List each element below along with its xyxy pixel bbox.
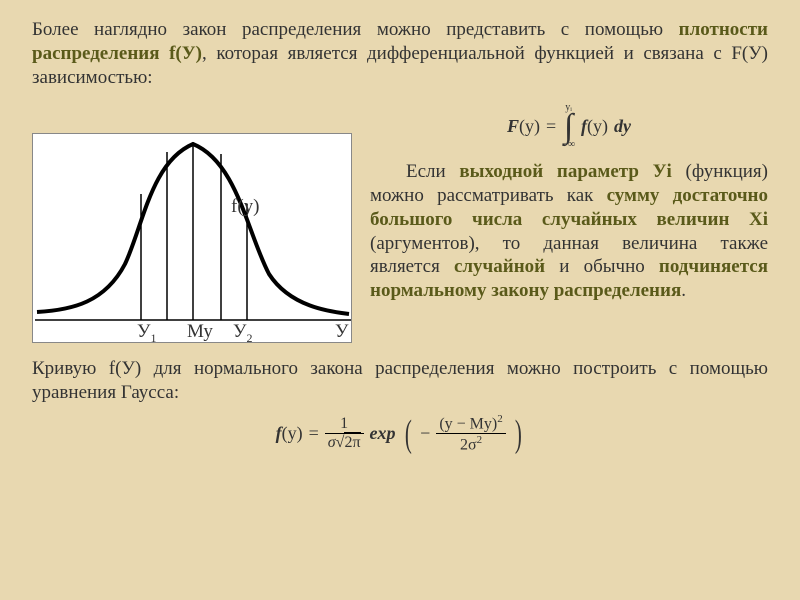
middle-row: f(y) У1 Му У2 У F(y) = yᵢ ∫ −∞ f(y bbox=[32, 99, 768, 343]
mid-paragraph: Если выходной параметр Уi (функция) можн… bbox=[370, 160, 768, 303]
axis-label-mu: Му bbox=[187, 321, 213, 343]
bottom-paragraph: Кривую f(У) для нормального закона распр… bbox=[32, 357, 768, 405]
formula-gauss: f(y) = 1 σ√2π exp ( − (y − My)2 2σ2 ) bbox=[32, 413, 768, 455]
integral-icon: ∫ bbox=[564, 113, 573, 140]
axis-label-y2: У2 bbox=[233, 321, 252, 346]
intro-paragraph: Более наглядно закон распределения можно… bbox=[32, 18, 768, 89]
density-chart: f(y) У1 Му У2 У bbox=[32, 133, 352, 343]
chart-svg bbox=[33, 134, 353, 344]
formula-integral: F(y) = yᵢ ∫ −∞ f(y) dy bbox=[370, 103, 768, 150]
fraction-1: 1 σ√2π bbox=[325, 415, 364, 453]
paren-right-icon: ) bbox=[515, 419, 522, 449]
axis-label-u: У bbox=[335, 321, 348, 343]
text-column: F(y) = yᵢ ∫ −∞ f(y) dy Если выходной пар… bbox=[370, 99, 768, 303]
paren-left-icon: ( bbox=[404, 419, 411, 449]
fraction-2: (y − My)2 2σ2 bbox=[436, 413, 505, 455]
chart-column: f(y) У1 Му У2 У bbox=[32, 99, 352, 343]
chart-fy-label: f(y) bbox=[231, 196, 259, 218]
axis-label-y1: У1 bbox=[137, 321, 156, 346]
bottom-block: Кривую f(У) для нормального закона распр… bbox=[32, 357, 768, 455]
intro-text-1: Более наглядно закон распределения можно… bbox=[32, 19, 679, 40]
